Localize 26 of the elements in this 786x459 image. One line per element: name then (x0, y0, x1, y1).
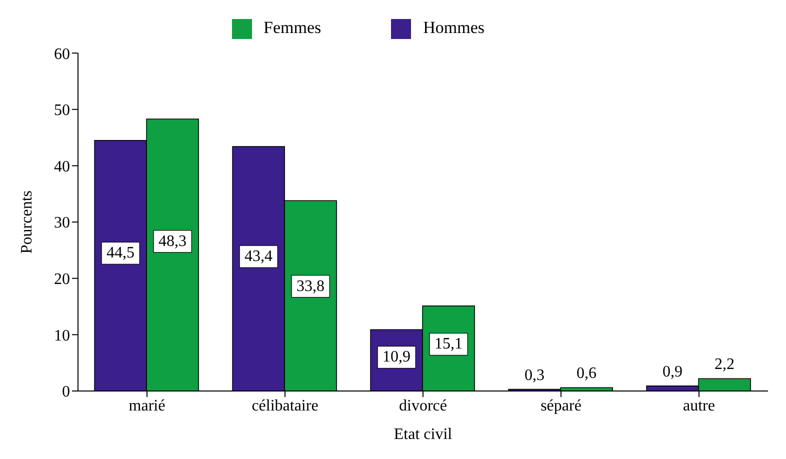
y-axis-title: Pourcents (18, 190, 36, 254)
y-tick-label: 50 (54, 102, 70, 120)
x-tick-label: marié (128, 397, 166, 414)
x-tick-label: divorcé (399, 397, 447, 414)
data-label: 43,4 (244, 248, 273, 266)
data-label: 0,9 (662, 363, 683, 380)
data-label: 2,2 (714, 356, 735, 374)
data-label: 0,6 (576, 365, 597, 382)
data-label: 48,3 (158, 232, 187, 250)
y-tick-label: 60 (54, 46, 70, 63)
y-tick-label: 0 (62, 384, 70, 401)
data-label: 44,5 (106, 244, 135, 262)
legend-label: Femmes (264, 18, 322, 37)
data-label: 10,9 (382, 348, 411, 366)
x-tick-label: autre (683, 397, 715, 414)
data-label: 15,1 (434, 336, 463, 353)
data-label: 33,8 (296, 278, 325, 295)
y-tick-label: 30 (54, 214, 70, 232)
y-tick-label: 40 (54, 158, 70, 176)
data-label: 0,3 (524, 366, 545, 384)
legend-label: Hommes (423, 18, 484, 37)
y-tick-label: 10 (54, 327, 70, 344)
x-tick-label: séparé (540, 397, 582, 414)
x-axis-title: Etat civil (394, 426, 453, 443)
y-tick-label: 20 (54, 271, 70, 288)
x-tick-label: célibataire (252, 397, 318, 414)
